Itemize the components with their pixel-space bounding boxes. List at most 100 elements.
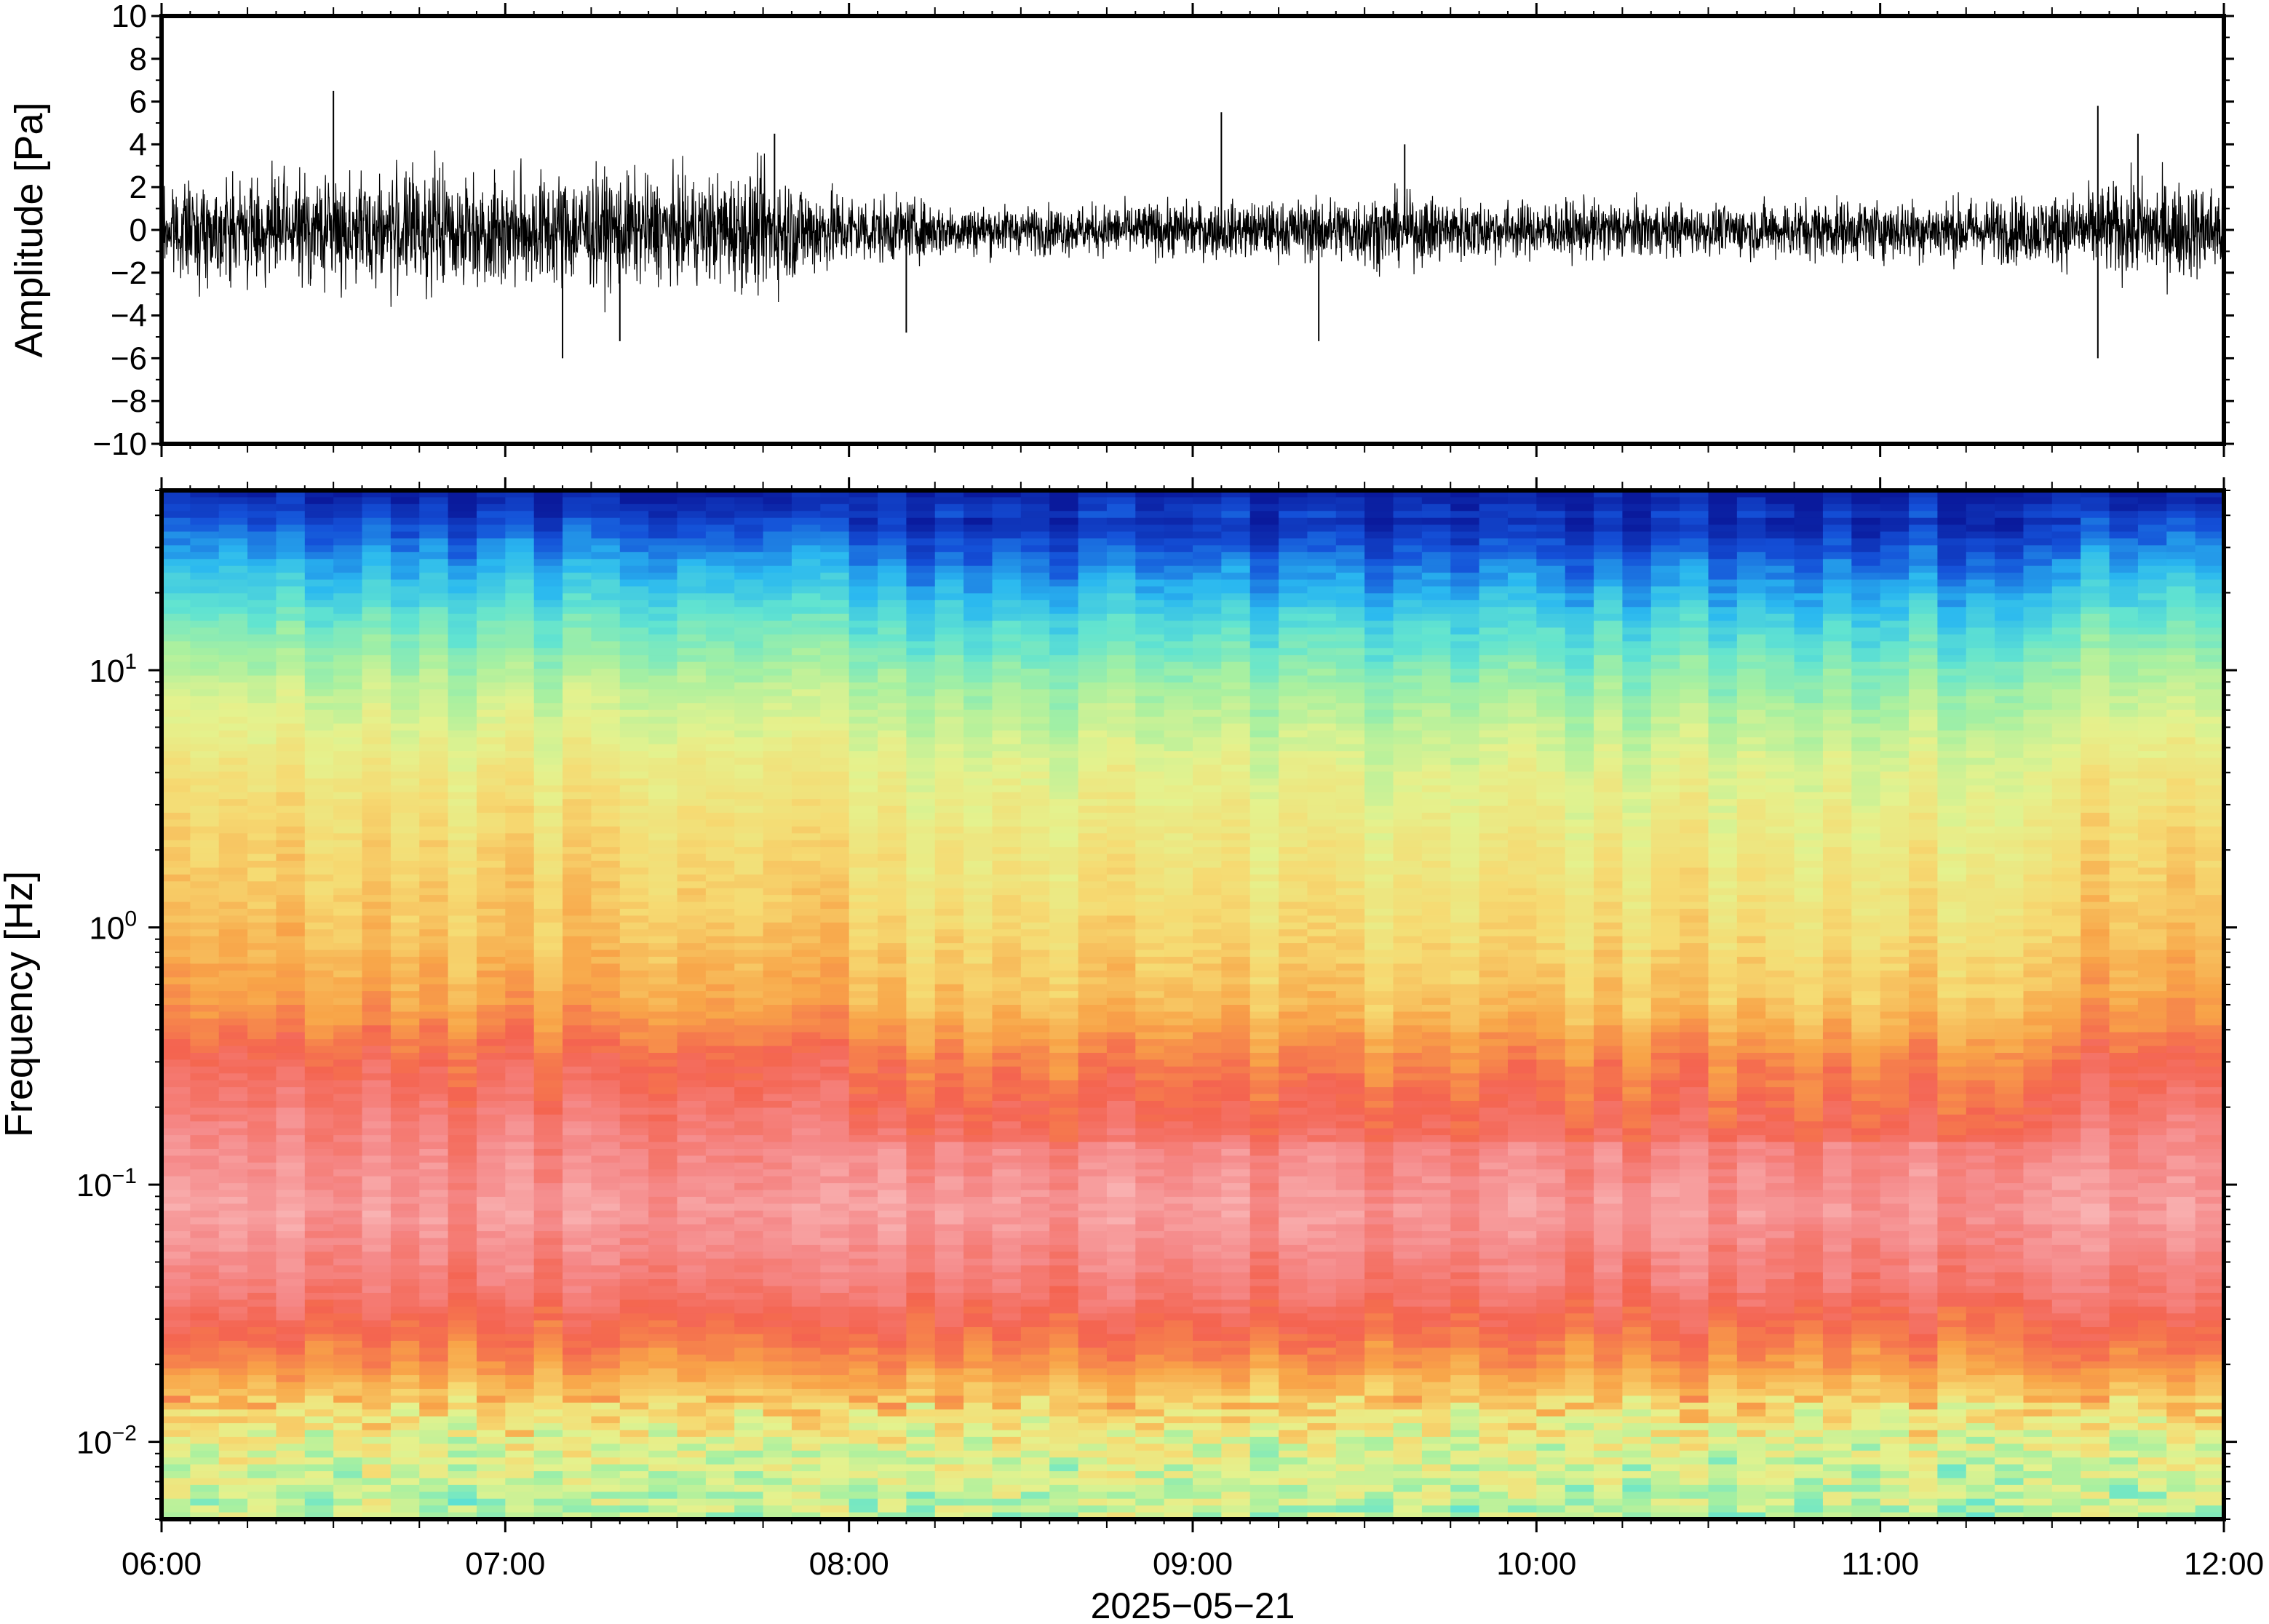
spectrogram-cell	[333, 696, 363, 704]
spectrogram-cell	[1880, 778, 1910, 786]
spectrogram-cell	[934, 874, 964, 882]
spectrogram-cell	[2195, 730, 2225, 738]
spectrogram-cell	[2023, 936, 2053, 944]
spectrogram-cell	[648, 895, 678, 903]
spectrogram-cell	[190, 744, 220, 752]
spectrogram-cell	[1507, 901, 1537, 909]
spectrogram-cell	[1279, 826, 1308, 834]
spectrogram-cell	[2195, 757, 2225, 765]
spectrogram-cell	[1536, 757, 1566, 765]
spectrogram-cell	[390, 648, 420, 656]
spectrogram-cell	[533, 627, 563, 635]
spectrogram-cell	[1393, 703, 1423, 711]
spectrogram-cell	[1794, 497, 1824, 505]
spectrogram-cell	[1221, 785, 1251, 793]
spectrogram-cell	[533, 744, 563, 752]
spectrogram-cell	[1364, 826, 1394, 834]
spectrogram-cell	[247, 682, 277, 690]
spectrogram-cell	[1106, 503, 1136, 512]
spectrogram-cell	[1078, 833, 1108, 841]
spectrogram-cell	[1193, 936, 1222, 944]
spectrogram-cell	[2081, 517, 2110, 525]
spectrogram-cell	[878, 723, 907, 731]
spectrogram-cell	[1335, 689, 1365, 697]
spectrogram-cell	[1880, 819, 1910, 827]
spectrogram-cell	[2137, 867, 2167, 875]
spectrogram-cell	[2195, 778, 2225, 786]
spectrogram-cell	[1680, 661, 1709, 669]
spectrogram-cell	[906, 717, 936, 725]
spectrogram-cell	[1164, 813, 1193, 821]
spectrogram-cell	[190, 655, 220, 663]
spectrogram-cell	[1966, 826, 1995, 834]
spectrogram-cell	[878, 833, 907, 841]
spectrogram-cell	[1020, 840, 1050, 848]
spectrogram-cell	[906, 757, 936, 765]
spectrogram-cell	[276, 682, 306, 690]
spectrogram-cell	[992, 709, 1022, 717]
spectrogram-cell	[1364, 586, 1394, 594]
spectrogram-cell	[1307, 586, 1337, 594]
spectrogram-cell	[1193, 709, 1222, 717]
spectrogram-cell	[1335, 511, 1365, 519]
spectrogram-cell	[1393, 805, 1423, 813]
spectrogram-cell	[1307, 634, 1337, 642]
spectrogram-cell	[1708, 648, 1738, 656]
spectrogram-cell	[1335, 641, 1365, 649]
spectrogram-cell	[1393, 669, 1423, 677]
spectrogram-cell	[276, 661, 306, 669]
spectrogram-cell	[878, 765, 907, 773]
spectrogram-cell	[849, 655, 878, 663]
spectrogram-cell	[2195, 552, 2225, 560]
spectrogram-cell	[619, 682, 649, 690]
spectrogram-cell	[1966, 579, 1995, 587]
spectrogram-cell	[1622, 853, 1652, 861]
spectrogram-cell	[2023, 621, 2053, 629]
spectrogram-cell	[1765, 867, 1795, 875]
spectrogram-cell	[476, 579, 506, 587]
spectrogram-cell	[1880, 552, 1910, 560]
spectrogram-cell	[1164, 723, 1193, 731]
spectrogram-cell	[1279, 751, 1308, 759]
spectrogram-cell	[763, 709, 792, 717]
spectrogram-cell	[190, 573, 220, 581]
spectrogram-cell	[1680, 703, 1709, 711]
spectrogram-cell	[1966, 538, 1995, 546]
spectrogram-cell	[476, 929, 506, 937]
spectrogram-cell	[304, 751, 334, 759]
spectrogram-cell	[1450, 689, 1480, 697]
spectrogram-cell	[247, 675, 277, 683]
spectrogram-cell	[1421, 833, 1451, 841]
spectrogram-cell	[2195, 682, 2225, 690]
spectrogram-cell	[190, 888, 220, 896]
spectrogram-cell	[992, 497, 1022, 505]
spectrogram-cell	[1536, 545, 1566, 553]
spectrogram-cell	[2109, 593, 2139, 601]
spectrogram-cell	[2051, 723, 2081, 731]
spectrogram-cell	[304, 757, 334, 765]
spectrogram-cell	[619, 613, 649, 621]
spectrogram-cell	[705, 819, 735, 827]
spectrogram-cell	[1565, 867, 1594, 875]
spectrogram-cell	[2195, 826, 2225, 834]
spectrogram-cell	[247, 833, 277, 841]
spectrogram-cell	[362, 490, 392, 498]
spectrogram-cell	[1307, 655, 1337, 663]
amplitude-axis-title: Amplitude [Pa]	[7, 102, 51, 357]
spectrogram-cell	[1995, 717, 2024, 725]
spectrogram-cell	[276, 778, 306, 786]
spectrogram-cell	[1765, 682, 1795, 690]
spectrogram-cell	[1880, 669, 1910, 677]
spectrogram-cell	[734, 771, 764, 779]
spectrogram-cell	[2023, 565, 2053, 573]
spectrogram-cell	[190, 895, 220, 903]
spectrogram-cell	[1507, 709, 1537, 717]
spectrogram-cell	[1909, 490, 1938, 498]
spectrogram-cell	[1565, 936, 1594, 944]
spectrogram-cell	[1335, 785, 1365, 793]
spectrogram-cell	[1020, 757, 1050, 765]
spectrogram-cell	[1307, 503, 1337, 512]
spectrogram-cell	[791, 538, 821, 546]
spectrogram-cell	[276, 901, 306, 909]
spectrogram-cell	[1193, 799, 1222, 807]
